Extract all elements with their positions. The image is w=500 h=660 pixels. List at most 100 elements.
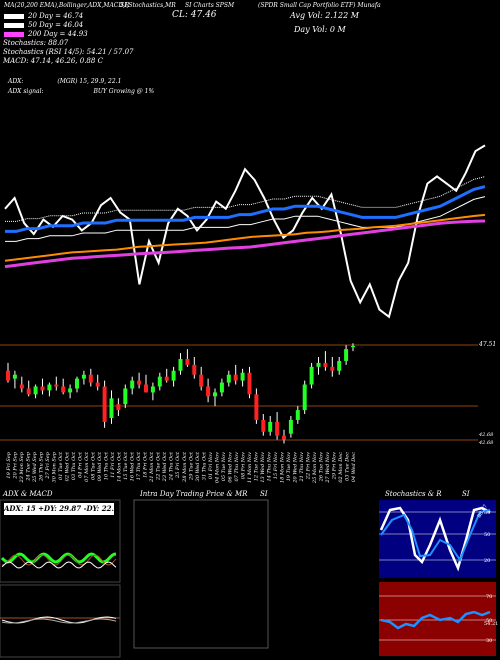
candle-body	[144, 384, 148, 393]
date-tick-label: 09 Wed Oct	[97, 451, 103, 481]
macd-line	[1, 616, 117, 624]
legend-ma200: 200 Day = 44.93	[3, 30, 134, 39]
legend-swatch	[3, 31, 25, 38]
date-tick-label: 01 Tue Oct	[58, 451, 64, 480]
legend-swatch	[3, 13, 25, 20]
date-tick-label: 31 Thu Oct	[201, 451, 207, 480]
date-tick-label: 10 Thu Oct	[104, 451, 110, 480]
candle-body	[157, 376, 162, 387]
candle-body	[213, 392, 217, 397]
date-tick-label: 25 Wed Sep	[32, 451, 38, 483]
stoch-k-line	[379, 506, 491, 572]
candle-body	[199, 374, 204, 387]
date-tick-label: 22 Fri Nov	[305, 452, 311, 480]
date-tick-label: 22 Tue Oct	[156, 451, 162, 481]
adx-panel-title: ADX & MACD	[3, 490, 53, 498]
date-tick-label: 20 Fri Sep	[13, 451, 19, 479]
date-tick-label: 15 Fri Nov	[273, 452, 279, 479]
candle-body	[178, 358, 183, 371]
date-tick-label: 27 Fri Sep	[45, 451, 51, 479]
candle-body	[226, 374, 231, 383]
date-tick-label: 04 Mon Nov	[214, 452, 220, 483]
date-tick-label: 15 Tue Oct	[123, 451, 129, 480]
stoch-level-label: 20	[484, 558, 490, 564]
candle-body	[171, 370, 176, 381]
candle-body	[6, 370, 10, 381]
ma20-line	[5, 185, 486, 233]
candle-body	[192, 364, 197, 375]
date-tick-label: 03 Tue Dec	[344, 452, 350, 481]
date-tick-label: 07 Thu Nov	[234, 452, 240, 482]
stoch-si: SI	[462, 490, 470, 498]
date-tick-label: 29 Tue Oct	[188, 451, 194, 481]
date-tick-label: 24 Tue Sep	[26, 451, 32, 481]
ma-legend: 20 Day = 46.74 50 Day = 46.04 200 Day = …	[3, 12, 134, 66]
candle-body	[81, 374, 86, 379]
candle-body	[123, 388, 128, 405]
candle-body	[185, 358, 190, 365]
stoch-d-line	[380, 509, 491, 563]
date-tick-label: 25 Fri Oct	[175, 451, 181, 479]
candle-body	[102, 386, 107, 422]
day-volume: Day Vol: 0 M	[294, 25, 346, 34]
date-tick-label: 03 Thu Oct	[71, 451, 77, 480]
adx-line	[1, 561, 117, 569]
intraday-panel	[133, 499, 269, 649]
date-tick-label: 20 Wed Nov	[292, 452, 298, 484]
candle-body	[61, 386, 66, 393]
legend-swatch	[3, 22, 25, 29]
date-tick-label: 21 Mon Oct	[149, 451, 155, 483]
macd-readout: MACD: 47.14, 46.26, 0.88 C	[3, 57, 103, 65]
candle-body	[254, 394, 259, 420]
date-tick-label: 04 Wed Dec	[351, 452, 357, 482]
ma200-line	[4, 219, 486, 269]
date-tick-label: 23 Wed Oct	[162, 451, 168, 482]
ma50-line	[4, 213, 486, 262]
bollinger-upper	[5, 176, 486, 222]
adx-block: ADX: (MGR) 15, 29.9, 22.1 ADX signal: BU…	[8, 77, 154, 97]
candle-body	[109, 398, 114, 418]
adx-values-box: ADX: 15 +DY: 29.87 -DY: 22.08	[4, 503, 114, 515]
candle-body	[344, 349, 349, 361]
candle-body	[288, 419, 293, 434]
price-line	[4, 144, 486, 319]
candle-body	[282, 435, 286, 440]
candle-body	[47, 384, 52, 391]
candle-body	[206, 386, 211, 397]
rsi-level-label: 30	[486, 638, 492, 644]
date-tick-label: 17 Thu Oct	[136, 451, 142, 480]
rsi-readout: Stochastics (RSI 14/5): 54.21 / 57.07	[3, 48, 134, 56]
date-tick-label: 30 Mon Sep	[52, 451, 58, 482]
candle-body	[75, 378, 79, 389]
candle-body	[351, 345, 355, 348]
candle-body	[88, 374, 93, 383]
stoch-level-label: 80	[484, 510, 490, 516]
rsi-level-label: 70	[486, 594, 492, 600]
avg-volume: Avg Vol: 2.122 M	[290, 11, 359, 20]
intraday-si: SI	[260, 490, 268, 498]
candle-body	[316, 362, 321, 367]
adx-plus-di-line	[0, 552, 117, 564]
price-label-bottom2: 42.68	[479, 440, 494, 446]
candle-body	[219, 382, 224, 393]
legend-ma20: 20 Day = 46.74	[3, 12, 134, 21]
legend-label: 20 Day = 46.74	[28, 12, 84, 20]
candle-body	[240, 372, 245, 381]
date-tick-label: 24 Thu Oct	[169, 451, 175, 481]
price-label-bottom1: 42.68	[479, 432, 494, 438]
date-tick-label: 06 Wed Nov	[227, 452, 233, 483]
date-tick-label: 02 Mon Dec	[338, 452, 344, 483]
candle-body	[116, 404, 121, 411]
candle-body	[275, 421, 280, 436]
adx-minus-di-line	[1, 554, 117, 566]
candle-body	[137, 380, 142, 385]
date-tick-label: 23 Mon Sep	[19, 451, 25, 483]
legend-label: 50 Day = 46.04	[28, 21, 84, 29]
candle-body	[40, 386, 45, 391]
rsi-value-label: 54.21	[484, 621, 498, 627]
date-tick-label: 25 Mon Nov	[312, 452, 318, 484]
date-tick-label: 13 Wed Nov	[260, 452, 266, 483]
date-tick-label: 18 Mon Nov	[279, 452, 285, 483]
date-tick-label: 28 Mon Oct	[182, 451, 188, 483]
